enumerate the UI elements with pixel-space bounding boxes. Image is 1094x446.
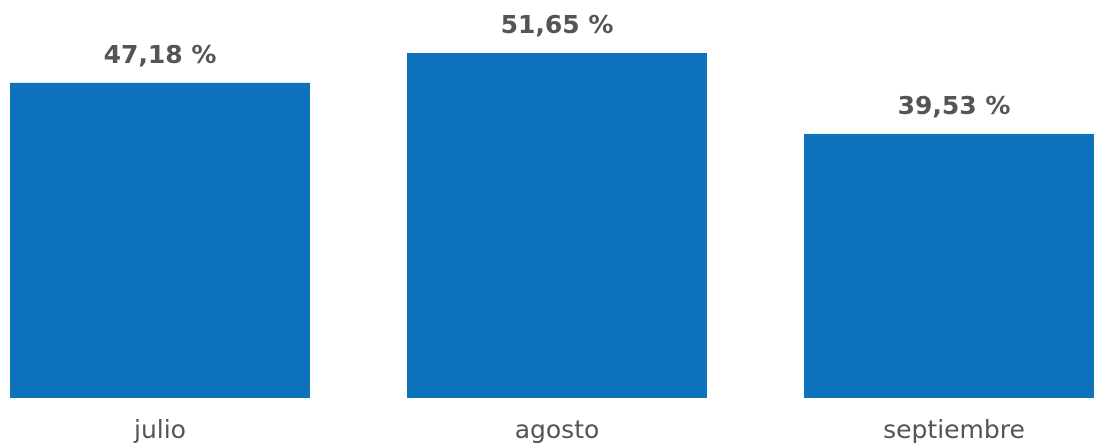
value-label: 39,53 % bbox=[898, 91, 1011, 120]
x-tick-label: septiembre bbox=[883, 415, 1025, 444]
x-tick-label: julio bbox=[133, 415, 186, 444]
bar bbox=[804, 133, 1094, 398]
value-label: 47,18 % bbox=[104, 40, 217, 69]
bar bbox=[407, 52, 707, 399]
x-tick-label: agosto bbox=[515, 415, 600, 444]
bar bbox=[10, 82, 310, 399]
value-label: 51,65 % bbox=[501, 10, 614, 39]
